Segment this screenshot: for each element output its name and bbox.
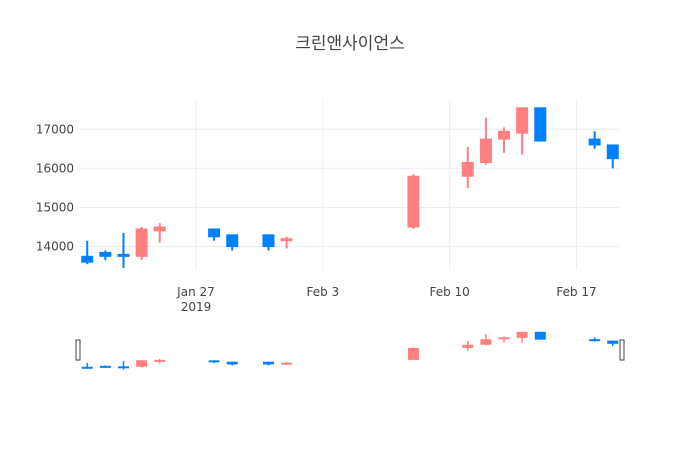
candle [81,240,94,265]
slider-candle [516,331,528,343]
slider-candle [154,358,166,364]
slider-candle-body [462,344,474,348]
slider-candle [117,361,129,370]
candle [153,223,166,243]
candle-body [534,107,547,142]
candle [135,227,148,261]
slider-candle [136,359,148,368]
candle-body [407,175,420,228]
slider-candle-body [136,360,148,367]
candle-body [135,228,148,257]
range-slider[interactable] [75,331,625,370]
range-slider-left-handle[interactable] [75,339,81,361]
slider-candle [462,341,474,351]
slider-candle-body [281,362,293,365]
candles [81,107,619,269]
slider-candle-body [407,347,419,360]
candle [498,127,511,153]
candle-body [498,130,511,140]
candle [99,250,112,261]
slider-candle-body [226,361,238,365]
candle-body [280,238,293,242]
slider-candle [607,340,619,347]
slider-candle-body [516,331,528,338]
candle [606,144,619,169]
slider-candle-body [99,365,111,368]
x-tick-label: Feb 17 [556,285,596,299]
slider-candle [226,361,238,366]
range-slider-right-handle[interactable] [619,339,625,361]
slider-candle-body [480,339,492,345]
x-tick-label: Feb 10 [429,285,469,299]
candle [461,146,474,188]
slider-candle-body [607,340,619,344]
candle-body [262,234,275,248]
candle-body [81,255,94,263]
candle [226,234,239,251]
slider-candle-body [498,337,510,340]
slider-candle [589,337,601,342]
x-tick-label: Jan 27 [176,285,215,299]
candle-body [461,162,474,177]
slider-candle-body [117,366,129,369]
candle-body [99,251,112,257]
slider-candle-body [208,360,220,363]
grid [80,100,620,270]
slider-candle [407,347,419,361]
candle-body [153,226,166,232]
y-tick-label: 14000 [36,240,74,254]
slider-candle-body [154,359,166,362]
candle-body [208,228,221,238]
candle [117,232,130,269]
slider-candle-body [534,331,546,340]
candle-body [479,138,492,164]
candle-body [588,138,601,146]
candle [208,228,221,241]
candle-body [117,253,130,257]
candle-body [516,107,529,134]
slider-candle [498,336,510,343]
slider-candle [534,331,546,340]
candle [407,174,420,229]
slider-candle-body [81,366,93,369]
y-axis-ticks: 14000 15000 16000 17000 [36,122,74,253]
candle [534,107,547,142]
slider-candle [281,362,293,365]
candle-body [226,234,239,248]
slider-candle [208,360,220,364]
candle [280,236,293,249]
chart-title: 크린앤사이언스 [295,34,404,54]
slider-candle [262,361,274,366]
slider-candle [99,365,111,368]
y-tick-label: 15000 [36,200,74,214]
candle [516,107,529,155]
x-tick-sublabel: 2019 [181,300,212,314]
y-tick-label: 17000 [36,122,74,136]
slider-candle [480,334,492,346]
slider-candle-body [262,361,274,365]
x-tick-label: Feb 3 [306,285,339,299]
slider-candle-body [589,339,601,342]
candle [262,234,275,251]
y-tick-label: 16000 [36,161,74,175]
candle-body [606,144,619,160]
candle [479,117,492,165]
slider-candle [81,363,93,369]
candle [588,131,601,149]
